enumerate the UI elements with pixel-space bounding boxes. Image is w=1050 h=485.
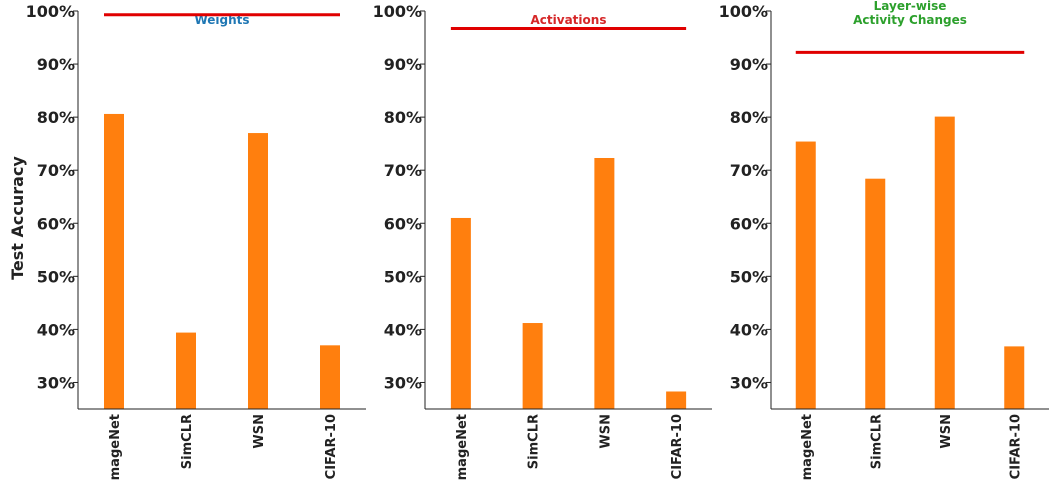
y-tick-label: 80% bbox=[384, 108, 422, 127]
chart-panel-1: Weights 30% 40% 50% 60% 70% 80% 90% 100% ImageNet… bbox=[26, 2, 366, 485]
y-tick-label: 50% bbox=[37, 267, 75, 286]
bar-cifar-10 bbox=[1004, 346, 1025, 409]
bar-cifar-10 bbox=[666, 391, 687, 409]
x-tick-label: ImageNet bbox=[455, 414, 470, 481]
y-tick-label: 70% bbox=[730, 161, 768, 180]
x-tick-label: CIFAR-10 bbox=[324, 414, 339, 479]
bar-simclr bbox=[865, 178, 886, 409]
y-tick-label: 60% bbox=[384, 214, 422, 233]
x-tick-label: WSN bbox=[939, 414, 954, 449]
bar-imagenet bbox=[104, 113, 124, 409]
panels: Weights 30% 40% 50% 60% 70% 80% 90% 100% ImageNet… bbox=[26, 0, 1049, 485]
y-axis-label: Test Accuracy bbox=[8, 156, 27, 280]
x-tick-label: ImageNet bbox=[108, 414, 123, 481]
x-tick-label: SimCLR bbox=[869, 414, 884, 469]
bar-imagenet bbox=[795, 141, 816, 409]
y-tick-label: 80% bbox=[730, 108, 768, 127]
y-tick-label: 30% bbox=[384, 373, 422, 392]
chart-title: Activations bbox=[531, 13, 607, 27]
y-tick-label: 90% bbox=[37, 55, 75, 74]
bar-simclr bbox=[522, 323, 543, 409]
y-tick-label: 100% bbox=[26, 2, 75, 21]
bar-cifar-10 bbox=[320, 345, 340, 409]
chart-panel-2: Activations 30% 40% 50% 60% 70% 80% 90% 100% Imag… bbox=[373, 2, 712, 485]
y-tick-label: 70% bbox=[37, 161, 75, 180]
y-tick-label: 100% bbox=[719, 2, 768, 21]
bar-wsn bbox=[248, 133, 268, 409]
x-tick-label: SimCLR bbox=[180, 414, 195, 469]
y-tick-label: 50% bbox=[384, 267, 422, 286]
y-tick-label: 90% bbox=[384, 55, 422, 74]
y-tick-label: 90% bbox=[730, 55, 768, 74]
y-tick-label: 60% bbox=[730, 214, 768, 233]
x-tick-label: WSN bbox=[252, 414, 267, 449]
y-tick-label: 60% bbox=[37, 214, 75, 233]
y-tick-label: 70% bbox=[384, 161, 422, 180]
x-tick-label: SimCLR bbox=[527, 414, 542, 469]
y-tick-label: 40% bbox=[384, 320, 422, 339]
bar-simclr bbox=[176, 332, 196, 409]
chart-title: Activity Changes bbox=[853, 13, 967, 27]
x-tick-label: WSN bbox=[598, 414, 613, 449]
chart-title: Weights bbox=[194, 13, 249, 27]
y-tick-label: 30% bbox=[730, 373, 768, 392]
y-tick-label: 50% bbox=[730, 267, 768, 286]
bar-imagenet bbox=[450, 217, 471, 409]
bar-wsn bbox=[934, 116, 955, 410]
x-tick-label: CIFAR-10 bbox=[1008, 414, 1023, 479]
bar-wsn bbox=[594, 157, 615, 409]
y-tick-label: 30% bbox=[37, 373, 75, 392]
y-tick-label: 40% bbox=[37, 320, 75, 339]
y-tick-label: 100% bbox=[373, 2, 422, 21]
x-tick-label: ImageNet bbox=[800, 414, 815, 481]
y-tick-label: 40% bbox=[730, 320, 768, 339]
chart-title: Layer-wise bbox=[874, 0, 947, 13]
x-tick-label: CIFAR-10 bbox=[670, 414, 685, 479]
y-tick-label: 80% bbox=[37, 108, 75, 127]
